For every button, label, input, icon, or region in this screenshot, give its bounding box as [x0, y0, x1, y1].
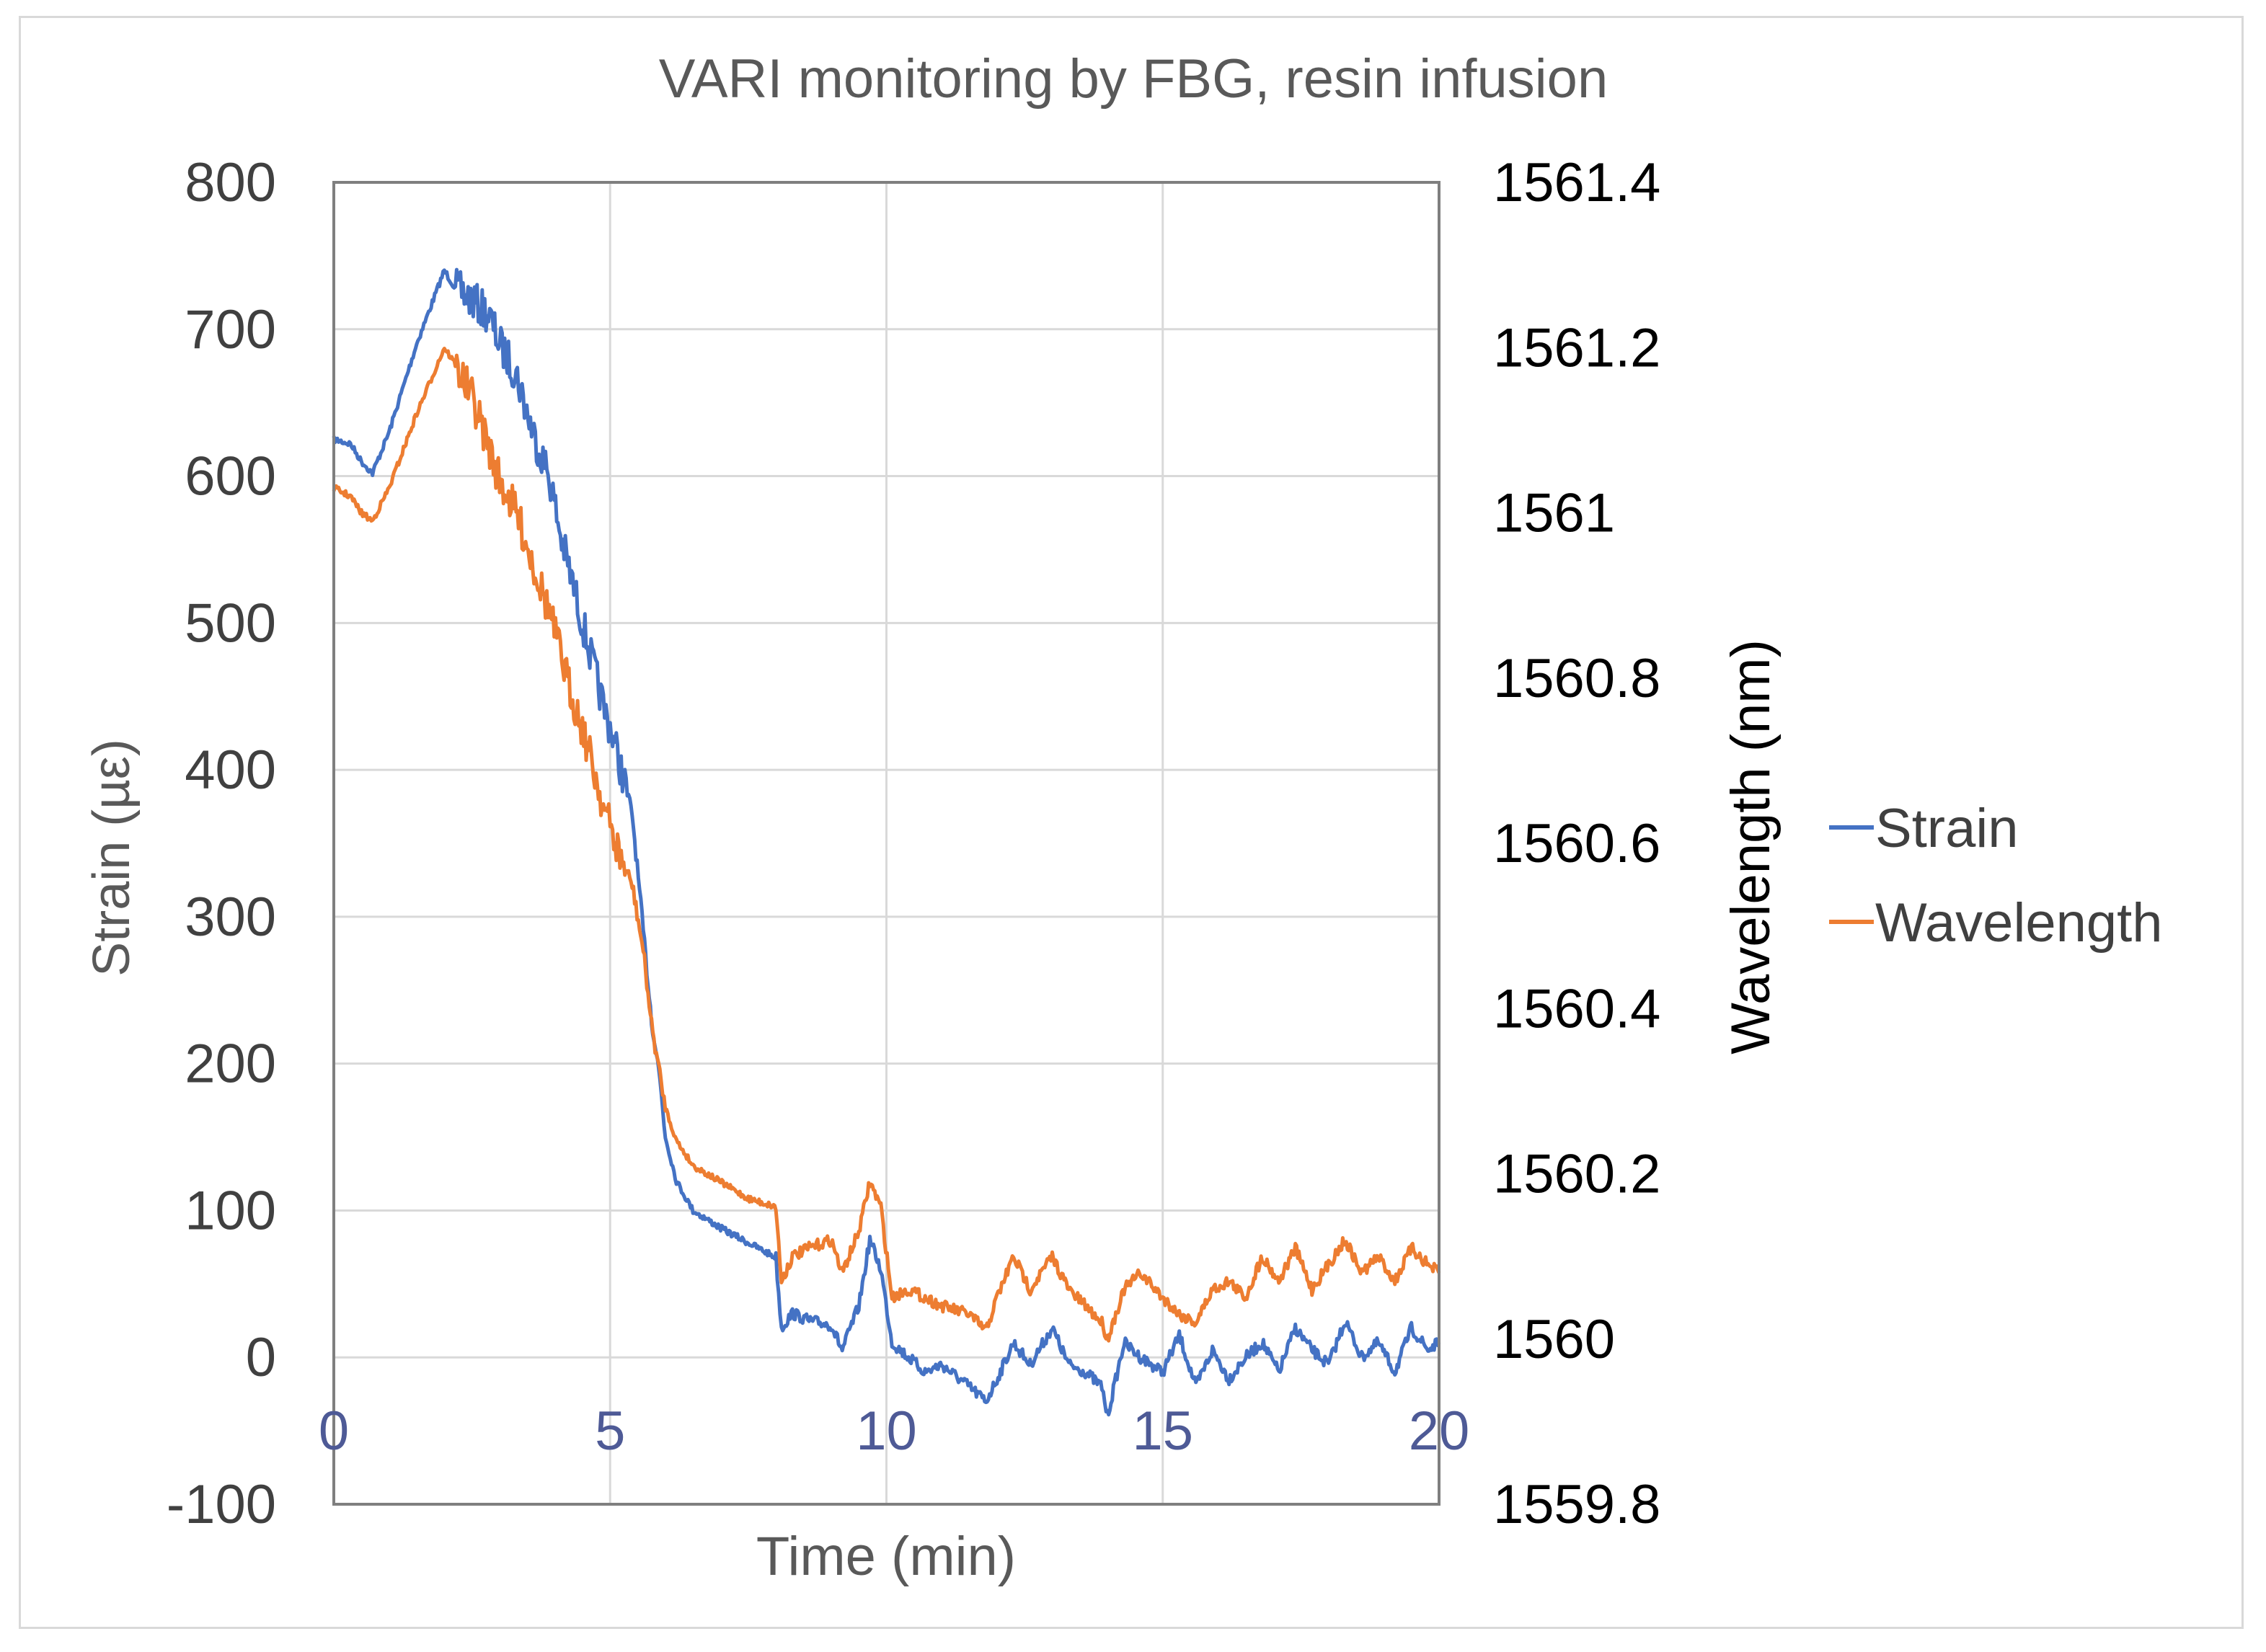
- x-tick-label: 15: [1132, 1400, 1193, 1462]
- x-tick-label: 5: [595, 1400, 625, 1462]
- y2-axis-title: Wavelength (nm): [1720, 639, 1782, 1054]
- series-line-strain: [332, 267, 1441, 1417]
- right-axis-ticks: 1561.4 1561.2 1561 1560.8 1560.6 1560.4 1560.2…: [1493, 152, 1660, 1535]
- y2-tick-label: 1561.4: [1493, 152, 1660, 213]
- y2-tick-label: 1561: [1493, 483, 1615, 544]
- left-axis-ticks: 800 700 600 500 400 300 200 100 0 -100: [167, 152, 276, 1535]
- x-tick-label: 0: [319, 1400, 349, 1462]
- y-axis-title: Strain (µε): [83, 739, 141, 977]
- x-tick-label: 10: [856, 1400, 917, 1462]
- series-line-wavelength: [332, 347, 1441, 1343]
- x-tick-label: 20: [1409, 1400, 1470, 1462]
- y-tick-label: 300: [185, 887, 276, 948]
- chart-canvas: VARI monitoring by FBG, resin infusion 8…: [83, 48, 2163, 1587]
- x-axis-title: Time (min): [756, 1526, 1016, 1587]
- y-tick-label: 400: [185, 740, 276, 801]
- y-tick-label: 700: [185, 299, 276, 360]
- y2-tick-label: 1559.8: [1493, 1474, 1660, 1535]
- y-tick-label: 600: [185, 446, 276, 507]
- plot-area-border: [332, 181, 1440, 1506]
- y2-tick-label: 1560: [1493, 1309, 1615, 1370]
- y2-tick-label: 1560.8: [1493, 648, 1660, 709]
- y-tick-label: 500: [185, 592, 276, 654]
- legend-label-wavelength: Wavelength: [1875, 892, 2163, 954]
- y2-tick-label: 1561.2: [1493, 317, 1660, 378]
- y-tick-label: 0: [246, 1327, 276, 1388]
- y2-tick-label: 1560.2: [1493, 1144, 1660, 1205]
- y2-tick-label: 1560.4: [1493, 978, 1660, 1039]
- y-tick-label: 800: [185, 152, 276, 213]
- y2-tick-label: 1560.6: [1493, 813, 1660, 874]
- legend-label-strain: Strain: [1875, 798, 2019, 859]
- series-layer: [332, 267, 1441, 1417]
- y-tick-label: 200: [185, 1034, 276, 1095]
- legend: Strain Wavelength: [1829, 798, 2163, 954]
- chart-frame: VARI monitoring by FBG, resin infusion 8…: [19, 16, 2244, 1629]
- y-tick-label: -100: [167, 1474, 276, 1535]
- y-tick-label: 100: [185, 1180, 276, 1241]
- x-axis-ticks: 0 5 10 15 20: [319, 1400, 1469, 1462]
- chart-title: VARI monitoring by FBG, resin infusion: [659, 48, 1608, 110]
